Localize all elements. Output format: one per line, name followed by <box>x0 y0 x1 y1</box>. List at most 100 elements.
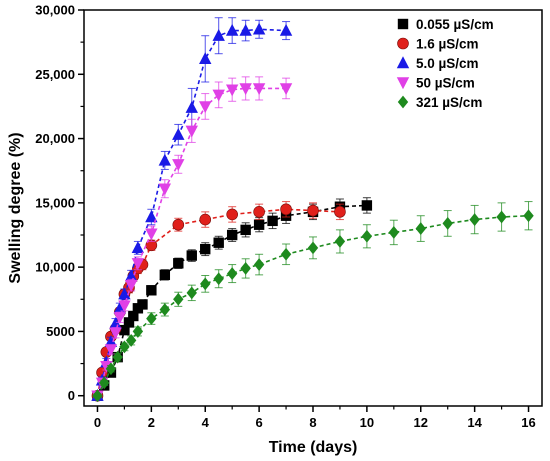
data-point <box>146 312 157 325</box>
data-point <box>159 303 171 316</box>
data-point <box>109 317 122 329</box>
data-point <box>159 269 171 281</box>
data-point <box>226 208 238 221</box>
data-point <box>158 153 172 166</box>
data-point <box>200 243 211 255</box>
y-tick-label: 10,000 <box>35 260 75 275</box>
data-point <box>124 279 138 292</box>
data-point <box>145 210 158 223</box>
data-point <box>307 204 319 217</box>
data-point <box>442 217 453 230</box>
data-point <box>361 229 373 243</box>
legend-label: 50 µS/cm <box>416 76 475 91</box>
data-point <box>280 247 292 261</box>
data-point <box>104 335 118 347</box>
legend-label: 321 µS/cm <box>416 95 482 110</box>
series-3 <box>91 76 293 403</box>
data-point <box>212 29 225 41</box>
data-point <box>213 237 224 248</box>
data-point <box>226 229 238 241</box>
data-point <box>131 258 145 270</box>
legend-marker <box>397 18 409 30</box>
y-tick-label: 15,000 <box>35 195 75 210</box>
data-point <box>186 286 197 300</box>
x-tick-label: 14 <box>467 415 482 430</box>
data-point <box>124 269 138 282</box>
y-tick-label: 5000 <box>46 324 75 339</box>
data-point <box>119 324 130 336</box>
x-tick-label: 12 <box>414 415 428 430</box>
data-point <box>131 241 145 254</box>
x-tick-label: 8 <box>309 415 316 430</box>
data-point <box>267 215 278 227</box>
x-tick-label: 10 <box>360 415 374 430</box>
data-point <box>469 213 480 226</box>
data-point <box>212 89 225 102</box>
legend-label: 1.6 µS/cm <box>416 37 479 52</box>
data-point <box>118 287 131 300</box>
data-point <box>415 222 426 235</box>
data-point <box>99 376 110 390</box>
data-point <box>137 299 148 310</box>
data-point <box>109 327 122 340</box>
data-point <box>240 224 251 236</box>
data-point <box>119 340 130 354</box>
series-0 <box>92 197 373 401</box>
x-axis-title: Time (days) <box>269 439 358 456</box>
data-point <box>185 101 198 113</box>
data-point <box>125 334 137 347</box>
x-tick-label: 2 <box>148 415 155 430</box>
data-point <box>523 209 534 223</box>
data-point <box>334 206 346 218</box>
data-point <box>280 203 292 216</box>
data-point <box>279 23 293 36</box>
data-point <box>100 360 113 373</box>
data-point <box>213 272 224 286</box>
data-point <box>112 350 123 364</box>
y-axis-title: Swelling degree (%) <box>7 132 24 283</box>
data-point <box>334 235 346 248</box>
data-point <box>239 83 252 96</box>
data-point <box>158 183 172 196</box>
legend-marker <box>396 56 410 69</box>
data-point <box>173 258 184 269</box>
data-point <box>226 267 238 280</box>
data-point <box>199 213 212 226</box>
data-point <box>172 159 185 171</box>
x-tick-label: 4 <box>202 415 210 430</box>
data-point <box>496 210 507 224</box>
x-tick-label: 16 <box>521 415 535 430</box>
legend-marker <box>396 77 410 90</box>
data-point <box>199 52 212 65</box>
legend-label: 0.055 µS/cm <box>416 17 494 32</box>
data-point <box>307 241 319 255</box>
y-tick-label: 30,000 <box>35 3 75 18</box>
data-point <box>199 101 212 114</box>
data-point <box>279 83 293 96</box>
data-point <box>172 218 185 231</box>
y-tick-label: 20,000 <box>35 131 75 146</box>
legend-label: 5.0 µS/cm <box>416 56 479 71</box>
series-layer <box>91 17 534 403</box>
data-point <box>146 285 157 296</box>
data-point <box>253 258 265 271</box>
legend-marker <box>397 37 409 50</box>
data-point <box>173 292 184 306</box>
data-point <box>252 22 266 35</box>
data-point <box>253 206 265 218</box>
data-point <box>225 23 239 36</box>
data-point <box>145 228 158 241</box>
data-point <box>361 200 373 211</box>
data-point <box>200 277 211 291</box>
data-point <box>105 362 117 376</box>
y-tick-label: 25,000 <box>35 67 75 82</box>
data-point <box>113 312 127 324</box>
legend-marker <box>397 95 409 109</box>
data-point <box>104 344 118 357</box>
series-4 <box>92 201 534 403</box>
data-point <box>172 128 185 140</box>
x-tick-label: 6 <box>256 415 263 430</box>
legend: 0.055 µS/cm 1.6 µS/cm 5.0 µS/cm 50 µS/cm 321… <box>396 17 494 110</box>
